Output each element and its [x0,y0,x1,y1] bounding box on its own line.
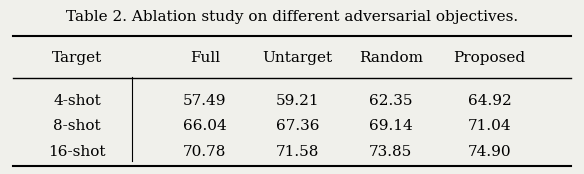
Text: 71.04: 71.04 [468,119,512,133]
Text: 64.92: 64.92 [468,94,512,108]
Text: Proposed: Proposed [454,51,526,65]
Text: 16-shot: 16-shot [48,145,106,159]
Text: Random: Random [359,51,423,65]
Text: 59.21: 59.21 [276,94,319,108]
Text: 4-shot: 4-shot [53,94,101,108]
Text: 69.14: 69.14 [369,119,413,133]
Text: 71.58: 71.58 [276,145,319,159]
Text: 62.35: 62.35 [369,94,412,108]
Text: 66.04: 66.04 [183,119,227,133]
Text: 57.49: 57.49 [183,94,227,108]
Text: 8-shot: 8-shot [53,119,101,133]
Text: 67.36: 67.36 [276,119,319,133]
Text: Target: Target [52,51,102,65]
Text: 70.78: 70.78 [183,145,227,159]
Text: Table 2. Ablation study on different adversarial objectives.: Table 2. Ablation study on different adv… [66,10,518,24]
Text: Full: Full [190,51,220,65]
Text: 73.85: 73.85 [369,145,412,159]
Text: 74.90: 74.90 [468,145,512,159]
Text: Untarget: Untarget [263,51,333,65]
